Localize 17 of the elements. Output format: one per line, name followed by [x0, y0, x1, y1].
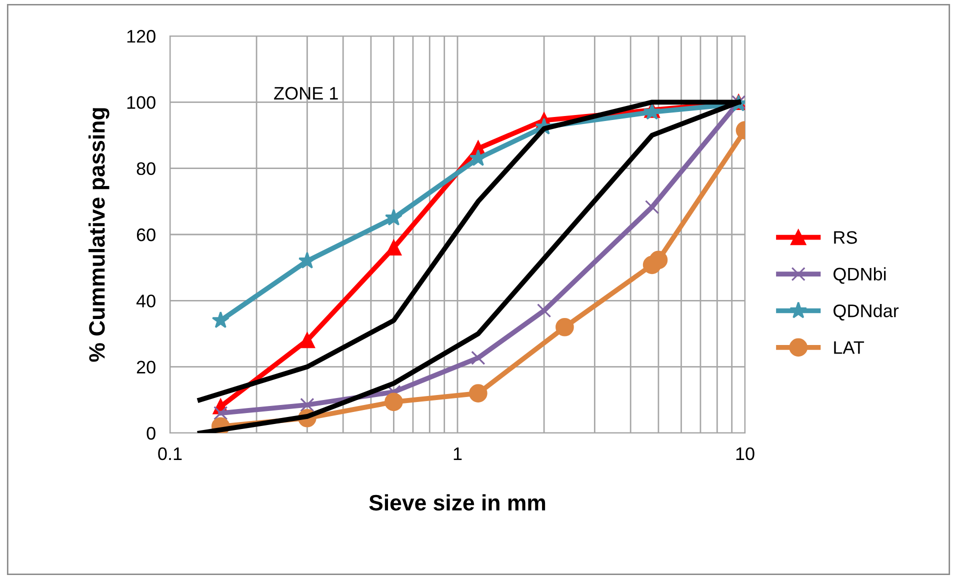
y-tick-label: 80 [136, 162, 156, 176]
y-axis-title: % Cummulative passing [88, 108, 110, 362]
legend-label: QDNdar [834, 304, 899, 320]
y-tick-label: 20 [136, 360, 156, 374]
legend-label: LAT [834, 341, 864, 354]
x-tick-label: 10 [736, 447, 754, 460]
x-tick-label: 1 [454, 448, 462, 460]
annotation: ZONE 1 [274, 86, 338, 100]
y-tick-label: 40 [136, 294, 156, 308]
x-axis-title: Sieve size in mm [369, 494, 546, 511]
y-tick-label: 100 [127, 96, 156, 109]
y-tick-label: 60 [136, 228, 156, 242]
legend-label: QDNbi [834, 267, 886, 284]
x-tick-label: 0.1 [158, 447, 182, 460]
y-tick-label: 0 [146, 426, 156, 440]
legend-label: RS [834, 231, 857, 244]
y-tick-label: 120 [127, 30, 156, 43]
